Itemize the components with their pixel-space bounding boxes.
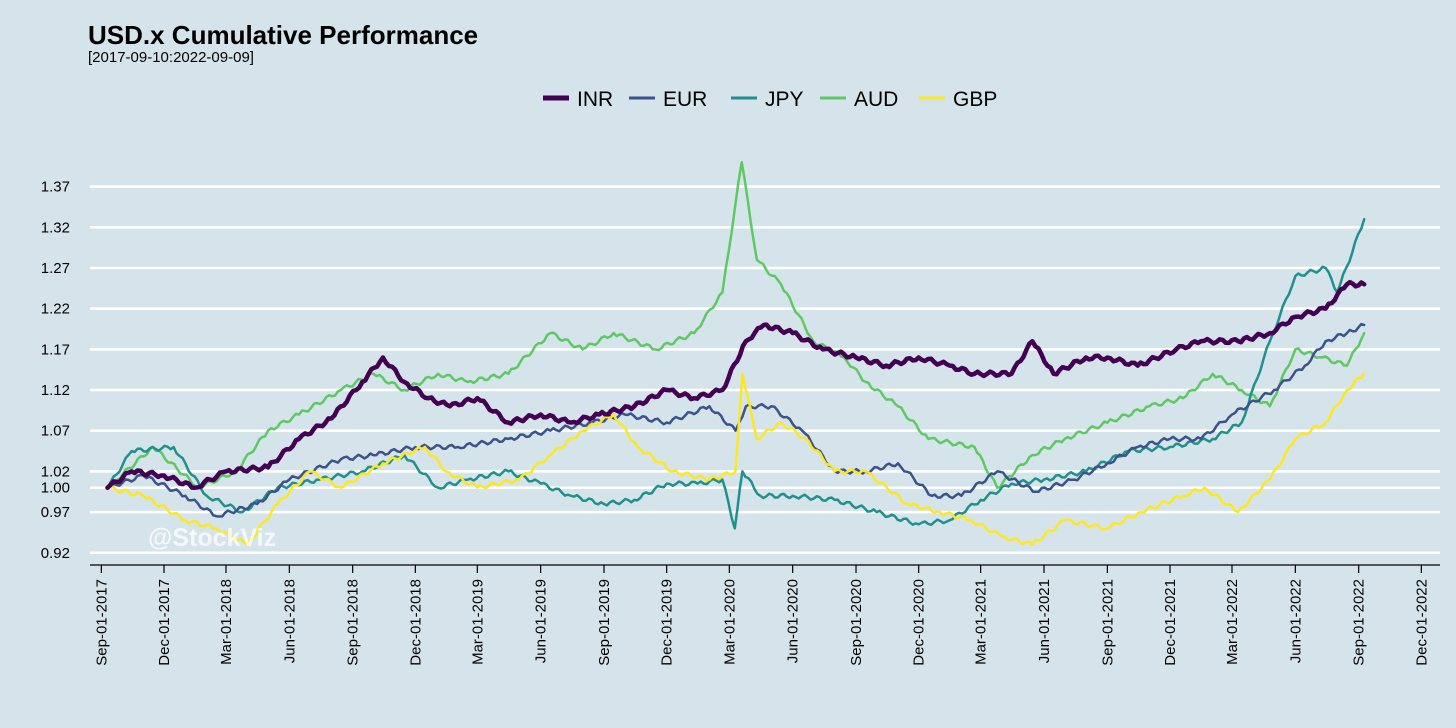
x-tick-label: Dec-01-2018	[407, 579, 424, 666]
x-tick-label: Dec-01-2017	[156, 579, 173, 666]
y-tick-label: 1.02	[41, 463, 70, 480]
x-tick-label: Mar-01-2022	[1224, 579, 1241, 665]
legend: INR EUR JPY AUD GBP	[543, 88, 997, 111]
legend-label-inr: INR	[577, 88, 613, 111]
y-tick-label: 1.27	[41, 260, 70, 277]
y-tick-label: 1.37	[41, 179, 70, 196]
series-line-gbp	[106, 372, 1366, 546]
y-tick-label: 1.32	[41, 219, 70, 236]
x-tick-label: Sep-01-2020	[848, 579, 865, 666]
legend-label-gbp: GBP	[953, 88, 997, 111]
legend-label-eur: EUR	[663, 88, 707, 111]
series-line-eur	[106, 322, 1366, 518]
series-line-jpy	[106, 217, 1366, 530]
x-tick-label: Sep-01-2017	[93, 579, 110, 666]
x-tick-label: Jun-01-2018	[281, 579, 298, 663]
y-tick-label: 0.97	[41, 504, 70, 521]
series-layer	[105, 160, 1367, 546]
x-tick-label: Dec-01-2022	[1413, 579, 1430, 666]
x-tick-label: Sep-01-2022	[1351, 579, 1368, 666]
x-tick-label: Mar-01-2018	[218, 579, 235, 665]
x-axis: Sep-01-2017 Dec-01-2017 Mar-01-2018 Jun-01-…	[90, 564, 1440, 666]
chart-title: USD.x Cumulative Performance	[88, 20, 478, 50]
series-line-aud	[106, 160, 1366, 490]
x-tick-label: Dec-01-2021	[1162, 579, 1179, 666]
x-tick-label: Sep-01-2018	[345, 579, 362, 666]
x-tick-label: Jun-01-2021	[1036, 579, 1053, 663]
x-tick-label: Jun-01-2022	[1287, 579, 1304, 663]
x-tick-label: Mar-01-2021	[973, 579, 990, 665]
y-tick-label: 0.92	[41, 545, 70, 562]
y-tick-label: 1.17	[41, 341, 70, 358]
y-tick-label: 1.22	[41, 301, 70, 318]
x-tick-label: Sep-01-2019	[596, 579, 613, 666]
watermark: @StockViz	[148, 524, 276, 552]
y-tick-label: 1.07	[41, 423, 70, 440]
legend-label-aud: AUD	[854, 88, 898, 111]
x-tick-label: Mar-01-2020	[721, 579, 738, 665]
x-tick-label: Jun-01-2019	[533, 579, 550, 663]
x-tick-label: Sep-01-2021	[1099, 579, 1116, 666]
series-line-inr	[105, 279, 1367, 490]
x-tick-label: Mar-01-2019	[469, 579, 486, 665]
y-tick-label: 1.00	[41, 480, 70, 497]
x-tick-label: Jun-01-2020	[785, 579, 802, 663]
chart-subtitle: [2017-09-10:2022-09-09]	[88, 49, 254, 66]
x-tick-label: Dec-01-2019	[659, 579, 676, 666]
y-axis: 0.92 0.97 1.001.02 1.07 1.12 1.17 1.22 1.27 1.32…	[41, 179, 70, 562]
legend-label-jpy: JPY	[765, 88, 804, 111]
grid-lines	[90, 185, 1440, 555]
y-tick-label: 1.12	[41, 382, 70, 399]
x-tick-label: Dec-01-2020	[911, 579, 928, 666]
